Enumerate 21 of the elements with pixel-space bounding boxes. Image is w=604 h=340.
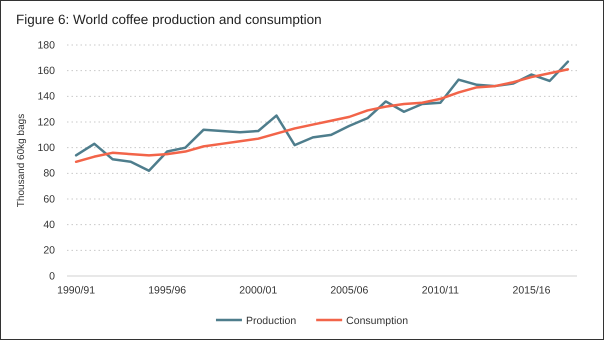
x-tick-label: 2015/16	[512, 284, 551, 296]
y-tick-label: 100	[37, 142, 56, 154]
x-tick-label: 1995/96	[148, 284, 186, 296]
y-axis-title: Thousand 60kg bags	[16, 114, 27, 208]
y-tick-label: 0	[49, 270, 56, 282]
chart-title: Figure 6: World coffee production and consumption	[16, 12, 322, 27]
x-tick-label: 2010/11	[422, 284, 460, 296]
x-tick-label: 1990/91	[57, 284, 96, 296]
legend-label: Production	[246, 315, 296, 327]
x-tick-label: 2005/06	[330, 284, 368, 296]
y-tick-label: 20	[43, 244, 56, 257]
y-tick-label: 140	[37, 90, 56, 103]
y-tick-label: 120	[37, 116, 56, 128]
y-tick-label: 80	[43, 168, 56, 180]
line-series	[74, 68, 570, 164]
y-tick-label: 160	[37, 65, 56, 78]
x-tick-label: 2000/01	[239, 284, 278, 296]
legend-label: Consumption	[346, 315, 408, 327]
y-tick-label: 40	[43, 219, 56, 232]
y-tick-label: 180	[37, 39, 56, 52]
y-tick-label: 60	[43, 193, 56, 206]
